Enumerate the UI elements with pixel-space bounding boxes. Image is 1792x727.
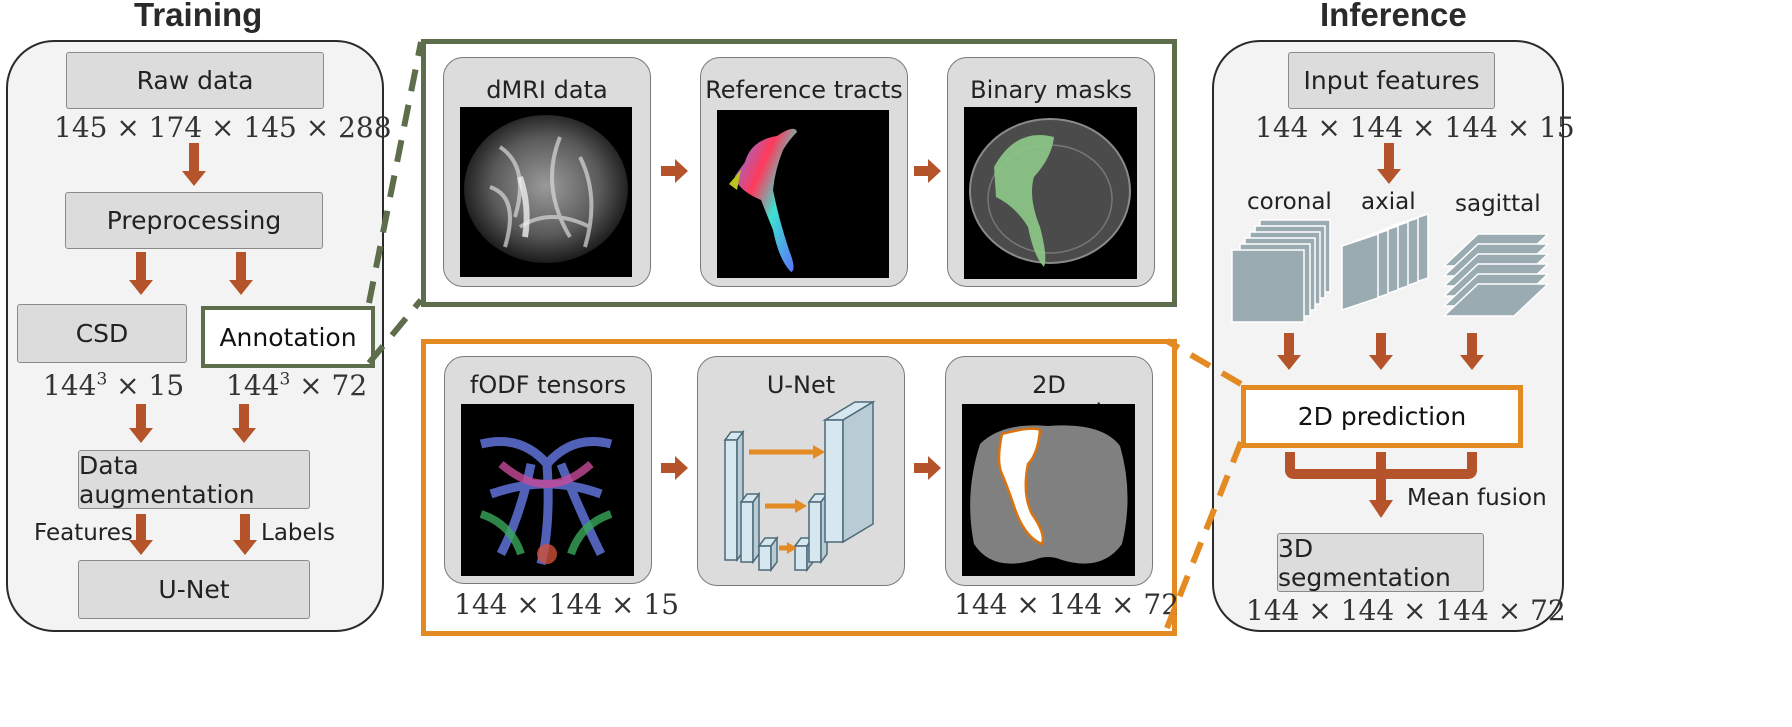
- mean-fusion-label: Mean fusion: [1407, 485, 1547, 511]
- raw-data-dimensions: 145 × 174 × 145 × 288: [54, 111, 392, 144]
- coronal-label: coronal: [1247, 189, 1332, 215]
- green-zoom-line-bottom: [366, 298, 424, 365]
- ann-dim-base: 144: [226, 369, 280, 402]
- csd-dim-exponent: 3: [96, 369, 108, 390]
- seg3d-dimensions: 144 × 144 × 144 × 72: [1246, 594, 1566, 627]
- ann-dim-rest: × 72: [290, 369, 368, 402]
- axial-slice-stack: [1341, 212, 1429, 312]
- reference-tracts-image: [717, 110, 889, 278]
- data-augmentation-box: Data augmentation: [78, 450, 310, 509]
- orange-zoom-line-top: [1165, 338, 1243, 387]
- unet-architecture: [697, 356, 903, 584]
- training-unet-box: U-Net: [78, 560, 310, 619]
- coronal-slice-stack: [1231, 219, 1331, 323]
- network-detail-frame: [421, 339, 1177, 636]
- inference-title: Inference: [1320, 0, 1467, 33]
- annotation-dimensions: 1443 × 72: [226, 369, 367, 402]
- binary-masks-caption: Binary masks: [970, 76, 1132, 104]
- annotation-box: Annotation: [201, 306, 375, 368]
- orange-zoom-line-bottom: [1164, 440, 1244, 630]
- axial-label: axial: [1361, 189, 1416, 215]
- input-features-box: Input features: [1288, 52, 1495, 109]
- csd-box: CSD: [17, 304, 187, 363]
- fodf-caption: fODF tensors: [469, 371, 627, 399]
- labels-label: Labels: [261, 520, 336, 546]
- preprocessing-box: Preprocessing: [65, 192, 323, 249]
- raw-data-box: Raw data: [66, 52, 324, 109]
- seg2d-dimensions: 144 × 144 × 72: [954, 588, 1180, 621]
- fodf-dimensions: 144 × 144 × 15: [454, 588, 680, 621]
- dmri-caption: dMRI data: [486, 76, 608, 104]
- fodf-image: [461, 404, 634, 576]
- binary-masks-image: [964, 107, 1137, 279]
- prediction-2d-box: 2D prediction: [1241, 385, 1523, 448]
- csd-dim-rest: × 15: [107, 369, 185, 402]
- training-title: Training: [134, 0, 263, 33]
- reference-tracts-caption: Reference tracts: [705, 76, 903, 104]
- sagittal-label: sagittal: [1455, 191, 1541, 217]
- unet-caption: U-Net: [766, 371, 836, 399]
- annotation-detail-frame: [421, 39, 1177, 307]
- csd-dimensions: 1443 × 15: [43, 369, 184, 402]
- input-features-dimensions: 144 × 144 × 144 × 15: [1255, 111, 1575, 144]
- seg2d-image: [962, 404, 1135, 576]
- seg3d-box: 3D segmentation: [1277, 533, 1484, 592]
- ann-dim-exponent: 3: [279, 369, 291, 390]
- dmri-image: [460, 107, 632, 277]
- sagittal-slice-stack: [1442, 233, 1550, 317]
- arrows: [129, 143, 1484, 555]
- csd-dim-base: 144: [43, 369, 97, 402]
- features-label: Features: [34, 520, 133, 546]
- green-zoom-line-top: [366, 41, 424, 304]
